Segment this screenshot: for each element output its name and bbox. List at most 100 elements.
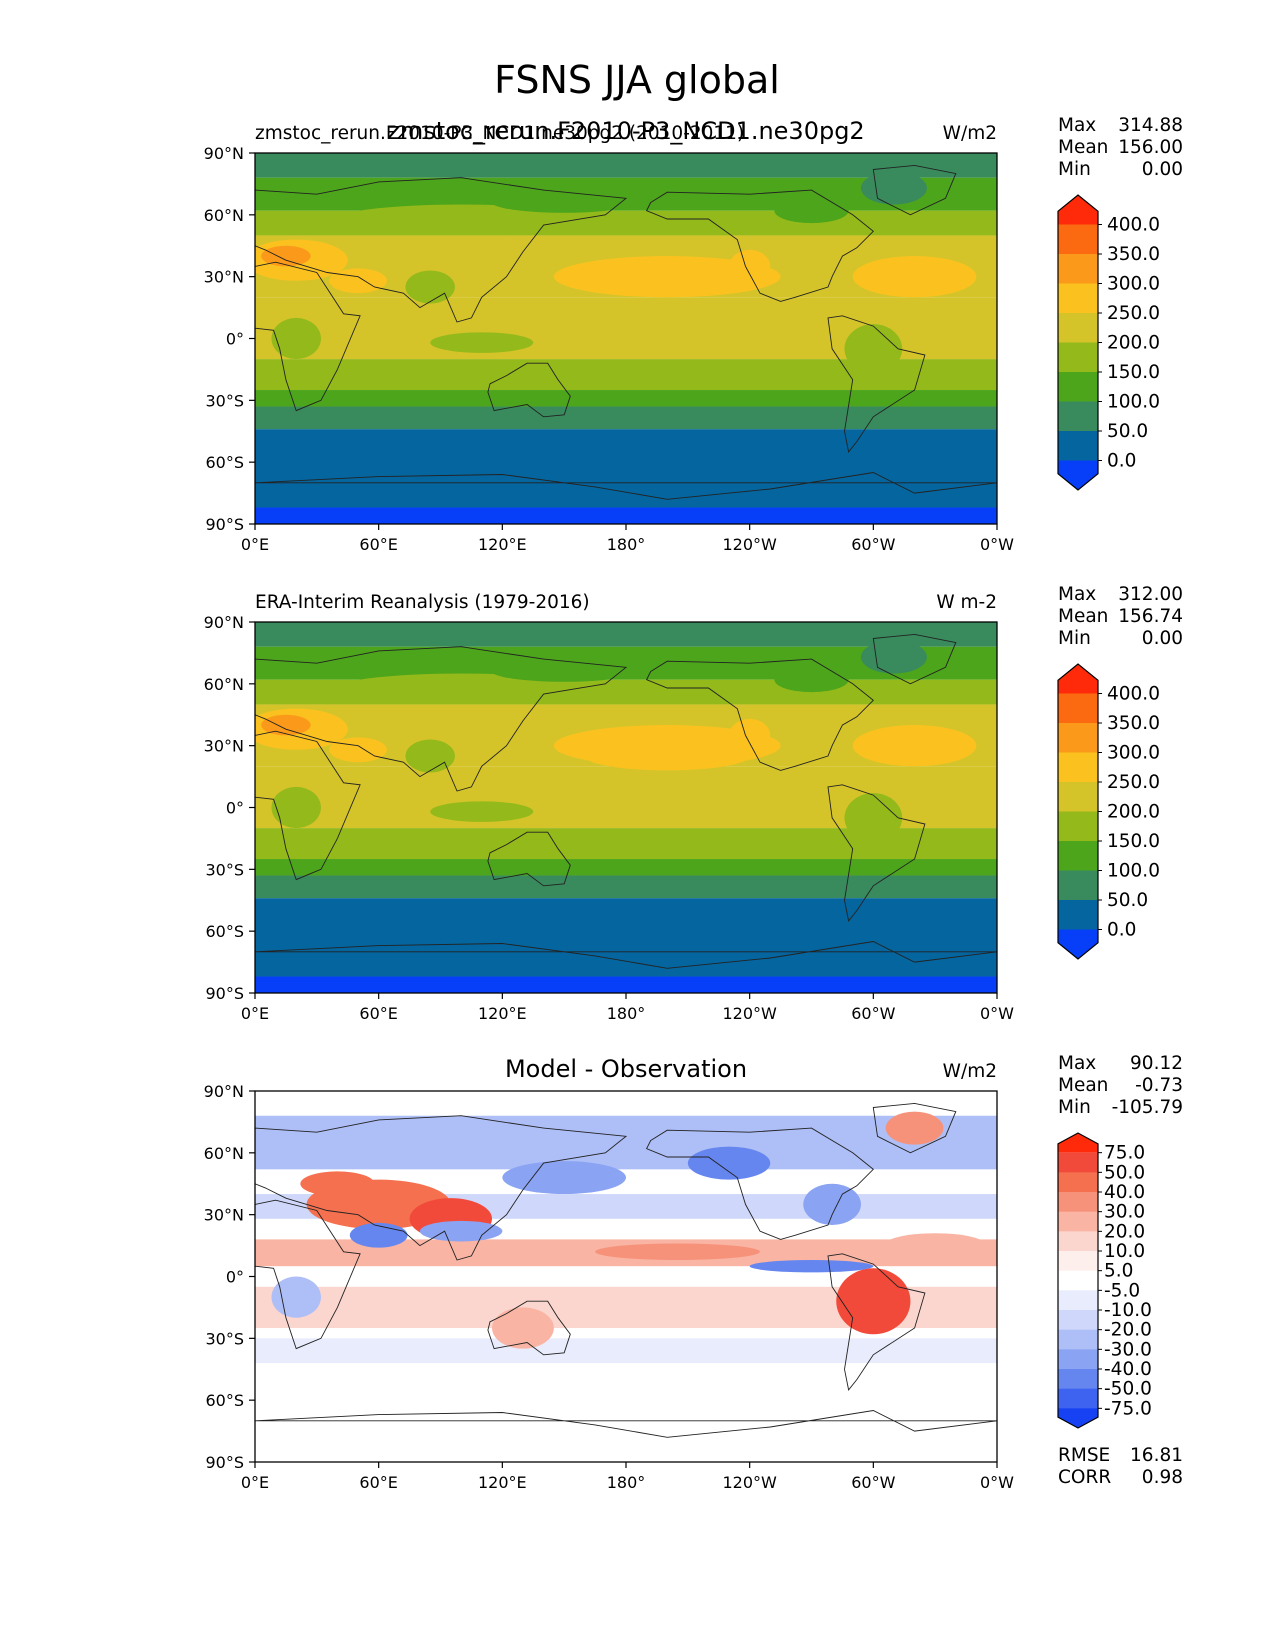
contour-region [860, 640, 927, 674]
coastline [255, 1199, 361, 1350]
coastline [487, 831, 571, 887]
lon-tick-label: 0°E [241, 1473, 269, 1492]
colorbar-tick-label: 400.0 [1107, 215, 1160, 236]
contour-region [844, 793, 903, 843]
colorbar-segment [1058, 1310, 1098, 1331]
metric-value: 16.81 [1130, 1445, 1183, 1466]
colorbar-tick-label: -20.0 [1104, 1320, 1152, 1341]
colorbar-segment [1058, 254, 1098, 284]
colorbar-tick-label: 100.0 [1107, 861, 1160, 882]
contour-band [255, 406, 997, 430]
coastline [255, 177, 628, 323]
lat-tick-label: 30°S [205, 860, 244, 879]
colorbar-segment [1058, 1251, 1098, 1272]
lon-tick-label: 60°W [851, 1473, 895, 1492]
contour-region [419, 1220, 503, 1242]
contour-region [584, 741, 750, 771]
contour-region [492, 1307, 554, 1349]
contour-region [883, 1233, 987, 1258]
contour-band [255, 153, 997, 178]
panel-left-title: ERA-Interim Reanalysis (1979-2016) [255, 592, 590, 613]
contour-band [255, 429, 997, 508]
lat-tick-label: 0° [226, 330, 244, 349]
contour-region [502, 1161, 626, 1195]
coastline [255, 472, 997, 500]
contour-region [271, 1276, 321, 1318]
coastline [827, 315, 926, 453]
lon-tick-label: 0°E [241, 535, 269, 554]
contour-region [836, 1268, 911, 1335]
colorbar-tick-label: 300.0 [1107, 743, 1160, 764]
colorbar-segment [1058, 1270, 1098, 1291]
lon-tick-label: 120°E [478, 1473, 527, 1492]
panel-model: zmstoc_rerun.F2010-P3_NCD1.ne30pg2 (2010… [204, 117, 1015, 554]
colorbar-segment [1058, 1388, 1098, 1409]
colorbar-segment [1058, 1369, 1098, 1390]
colorbar-segment [1058, 693, 1098, 724]
coastline [487, 1300, 571, 1356]
contour-region [860, 171, 927, 205]
stat-value: -0.73 [1135, 1075, 1183, 1096]
colorbar-segment [1058, 283, 1098, 314]
colorbar-tick-label: 10.0 [1104, 1241, 1145, 1262]
lat-axis: 90°N 60°N 30°N 0° 30°S 60°S 90°S [204, 144, 255, 534]
lat-tick-label: 30°N [204, 268, 244, 287]
panel-units: W/m2 [943, 1061, 997, 1082]
contour-region [553, 256, 781, 298]
lon-tick-label: 60°E [359, 1004, 397, 1023]
lon-tick-label: 120°E [478, 535, 527, 554]
contour-region [430, 801, 534, 822]
colorbar-tick-label: -50.0 [1104, 1379, 1152, 1400]
lat-tick-label: 90°N [204, 613, 244, 632]
contour-region [492, 661, 637, 682]
colorbar-tick-label: 40.0 [1104, 1182, 1145, 1203]
coastline [255, 646, 628, 792]
coastline [645, 658, 874, 771]
contour-region [749, 1260, 874, 1273]
lat-tick-label: 90°S [205, 1453, 244, 1472]
panel-observation: ERA-Interim Reanalysis (1979-2016) W m-2… [204, 592, 1015, 1023]
contour-bands [255, 1091, 997, 1462]
panel-difference: Model - Observation W/m2 90°N 60°N 30°N 0° 3… [204, 1055, 1015, 1492]
lat-tick-label: 30°N [204, 737, 244, 756]
contour-bands [255, 622, 997, 993]
contour-region [349, 1222, 408, 1248]
contour-region [729, 718, 771, 752]
contour-region [774, 667, 849, 693]
side-panel-observation: Max 312.00 Mean 156.74 Min 0.00 400.0 350.0 300.… [1057, 584, 1183, 960]
contour-region [329, 737, 387, 763]
contour-region [337, 204, 585, 234]
contour-band [255, 390, 997, 407]
colorbar-tick-label: 30.0 [1104, 1202, 1145, 1223]
lat-tick-label: 60°N [204, 206, 244, 225]
coastline [827, 784, 926, 922]
lon-tick-label: 180° [607, 1473, 646, 1492]
lon-axis: 0°E 60°E 120°E 180° 120°W 60°W 0°W [241, 1462, 1014, 1492]
coastlines [255, 1102, 997, 1438]
contour-region [261, 245, 311, 267]
coastline [645, 189, 874, 302]
colorbar-tick-label: -5.0 [1104, 1280, 1140, 1301]
panel-center-title: zmstoc_rerun.F2010-P3_NCD1.ne30pg2 [387, 117, 864, 145]
metric-value: 0.98 [1142, 1467, 1183, 1488]
lon-tick-label: 180° [607, 1004, 646, 1023]
colorbar-segment [1058, 870, 1098, 901]
colorbar-segment [1058, 664, 1098, 694]
contour-region [430, 332, 534, 353]
contour-band [255, 898, 997, 977]
colorbar-segment [1058, 782, 1098, 812]
stat-value: 312.00 [1118, 584, 1183, 605]
coastline [827, 1253, 926, 1391]
colorbar-tick-label: -10.0 [1104, 1300, 1152, 1321]
lat-tick-label: 60°S [205, 922, 244, 941]
colorbar-segment [1058, 723, 1098, 753]
lon-axis: 0°E 60°E 120°E 180° 120°W 60°W 0°W [241, 993, 1014, 1023]
colorbar-tick-label: -75.0 [1104, 1398, 1152, 1419]
colorbar-tick-label: 150.0 [1107, 362, 1160, 383]
colorbar-segment [1058, 1349, 1098, 1370]
colorbar-tick-label: 5.0 [1104, 1261, 1133, 1282]
panel-left-title: zmstoc_rerun.F2010-P3_NCD1.ne30pg2 (2010… [255, 123, 744, 144]
colorbar-tick-label: 300.0 [1107, 274, 1160, 295]
colorbar-tick-label: 20.0 [1104, 1221, 1145, 1242]
stat-value: 0.00 [1142, 628, 1183, 649]
